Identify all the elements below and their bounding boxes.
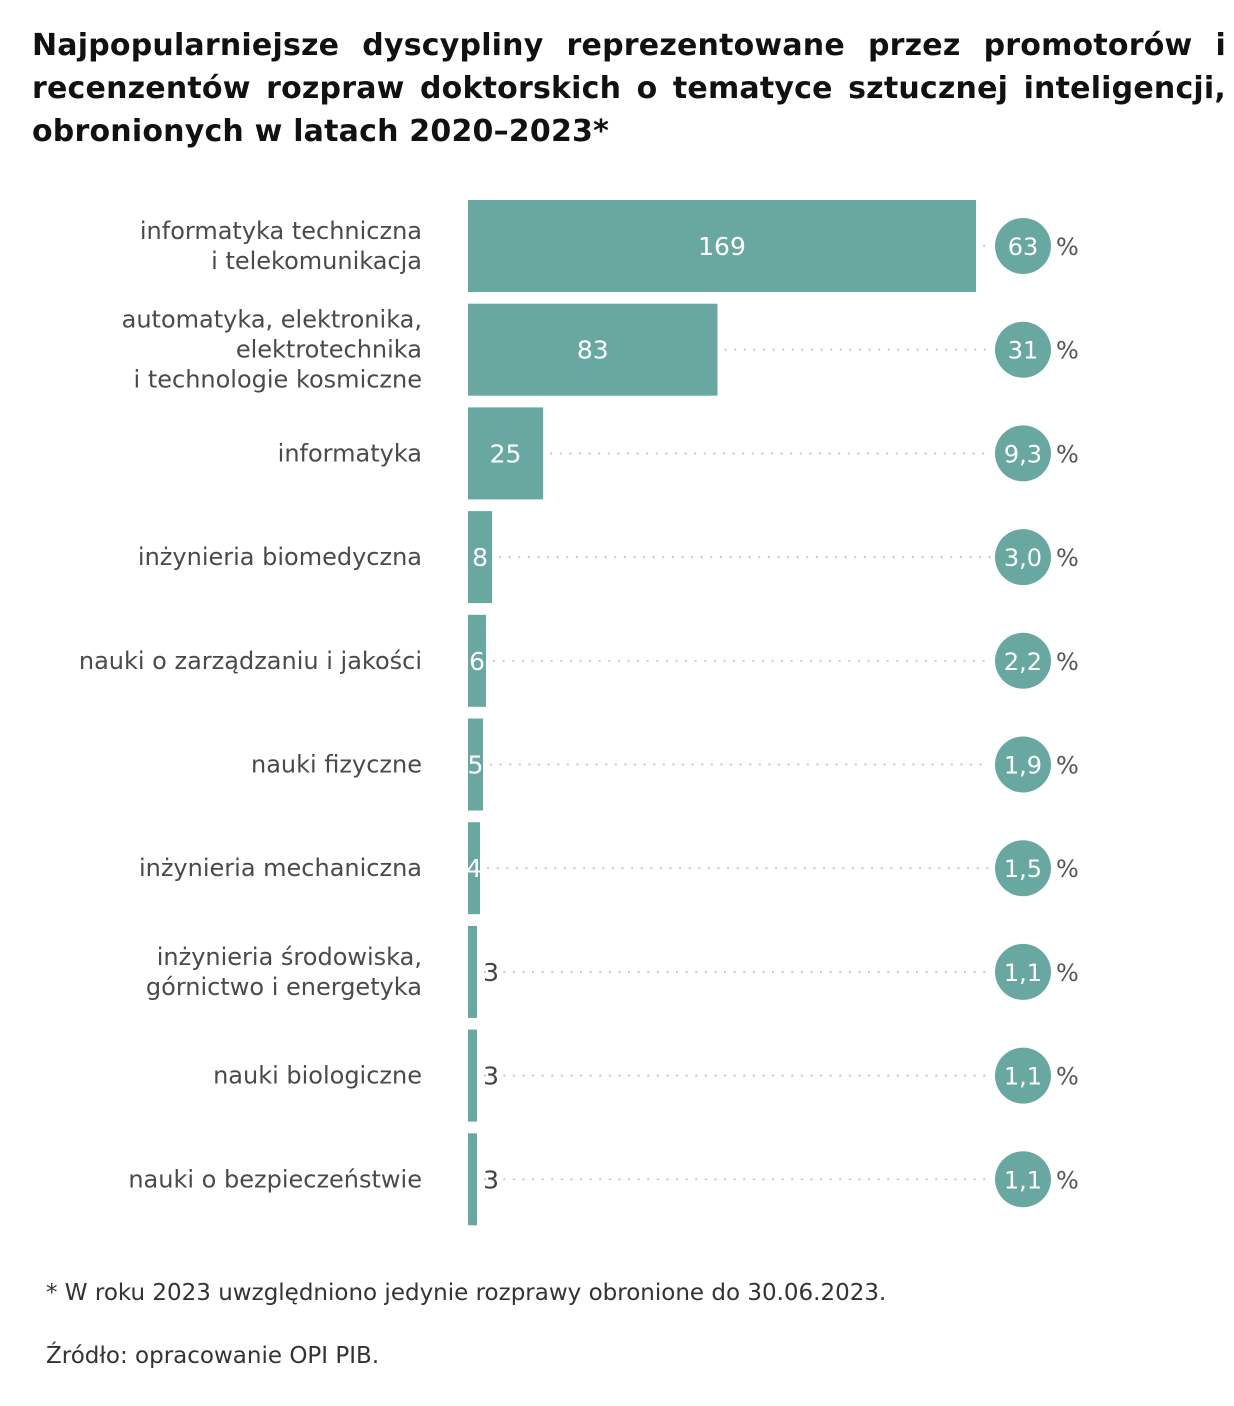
bar	[468, 1133, 478, 1226]
percent-bubble	[995, 632, 1051, 689]
bar-row: nauki o bezpieczeństwie 3 1,1%	[128, 1133, 1079, 1226]
bar	[468, 511, 493, 604]
category-label: inżynieria środowiska, górnictwo i energe…	[146, 943, 422, 1001]
percent-sign: %	[1056, 1166, 1079, 1194]
bar-value-label: 169	[698, 232, 746, 261]
category-label: inżynieria mechaniczna	[139, 854, 422, 882]
percent-sign: %	[1056, 959, 1079, 987]
bar	[468, 1029, 478, 1122]
bar-value-label: 3	[483, 958, 499, 987]
category-label: inżynieria biomedyczna	[138, 543, 422, 571]
percent-label: 1,1	[1004, 1063, 1042, 1091]
bar-value-label: 3	[483, 1062, 499, 1091]
percent-sign: %	[1056, 648, 1079, 676]
category-label: nauki fizyczne	[251, 751, 422, 779]
bar	[468, 718, 484, 811]
percent-label: 31	[1008, 337, 1039, 365]
percent-label: 63	[1008, 233, 1039, 261]
bar-row: nauki o zarządzaniu i jakości 6 2,2%	[79, 614, 1079, 707]
category-label: informatyka	[278, 439, 422, 467]
percent-label: 1,1	[1004, 1166, 1042, 1194]
percent-label: 1,5	[1004, 855, 1042, 883]
bar-value-label: 25	[490, 439, 522, 468]
bar-row: inżynieria mechaniczna 4 1,5%	[139, 822, 1079, 915]
bar-row: nauki biologiczne 3 1,1%	[213, 1029, 1079, 1122]
percent-label: 1,9	[1004, 752, 1042, 780]
percent-sign: %	[1056, 1063, 1079, 1091]
category-label: automatyka, elektronika, elektrotechnika i…	[122, 306, 422, 394]
category-label: nauki o bezpieczeństwie	[128, 1165, 422, 1193]
bar-value-label: 6	[469, 647, 485, 676]
percent-bubble	[995, 425, 1051, 482]
percent-sign: %	[1056, 855, 1079, 883]
bar	[468, 614, 487, 707]
bar	[468, 925, 478, 1018]
bar	[468, 822, 481, 915]
bar-value-label: 8	[472, 543, 488, 572]
percent-bubble	[995, 218, 1051, 274]
percent-bubble	[995, 736, 1051, 793]
percent-bubble	[995, 529, 1051, 586]
bar-row: informatyka techniczna i telekomunikacja 1…	[140, 200, 1079, 292]
bar-value-label: 5	[468, 751, 484, 780]
bar-row: nauki fizyczne 5 1,9%	[251, 718, 1079, 811]
percent-label: 9,3	[1004, 440, 1042, 468]
percent-sign: %	[1056, 440, 1079, 468]
bar-value-label: 3	[483, 1165, 499, 1194]
bar	[468, 407, 544, 500]
footnote: * W roku 2023 uwzględniono jedynie rozpr…	[46, 1280, 887, 1306]
bar-row: automatyka, elektronika, elektrotechnika i…	[122, 303, 1079, 396]
bar	[468, 303, 718, 396]
category-label: nauki biologiczne	[213, 1062, 422, 1090]
bar-value-label: 83	[577, 336, 609, 365]
bar-row: inżynieria biomedyczna 8 3,0%	[138, 511, 1079, 604]
bar-row: informatyka 25 9,3%	[278, 407, 1079, 500]
category-label: informatyka techniczna i telekomunikacja	[140, 217, 422, 275]
percent-bubble	[995, 840, 1051, 897]
percent-sign: %	[1056, 544, 1079, 572]
percent-label: 3,0	[1004, 544, 1042, 572]
percent-bubble	[995, 1151, 1051, 1208]
percent-sign: %	[1056, 233, 1079, 261]
percent-bubble	[995, 1047, 1051, 1104]
source-note: Źródło: opracowanie OPI PIB.	[46, 1343, 380, 1369]
chart-title: Najpopularniejsze dyscypliny reprezentow…	[32, 28, 1226, 149]
percent-sign: %	[1056, 337, 1079, 365]
percent-label: 2,2	[1004, 648, 1042, 676]
bar	[468, 200, 976, 292]
percent-label: 1,1	[1004, 959, 1042, 987]
bar-value-label: 4	[466, 854, 482, 883]
bar-chart: informatyka techniczna i telekomunikacja 1…	[79, 200, 1079, 1226]
category-label: nauki o zarządzaniu i jakości	[79, 647, 422, 675]
percent-sign: %	[1056, 752, 1079, 780]
bar-row: inżynieria środowiska, górnictwo i energe…	[146, 925, 1079, 1018]
percent-bubble	[995, 321, 1051, 378]
percent-bubble	[995, 943, 1051, 1000]
